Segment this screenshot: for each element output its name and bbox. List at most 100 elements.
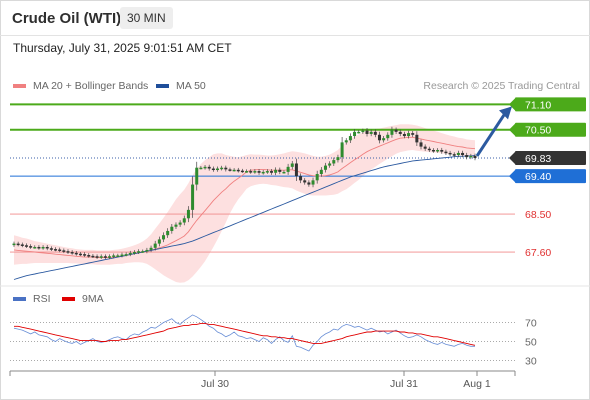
candle-body xyxy=(95,256,99,258)
candle-body xyxy=(124,254,128,256)
candle-body xyxy=(207,166,211,169)
candle-body xyxy=(436,149,440,152)
candle-body xyxy=(278,169,282,172)
level-label-69-83: 69.83 xyxy=(525,153,551,165)
candle-body xyxy=(382,138,386,141)
candle-body xyxy=(373,131,377,135)
candle-body xyxy=(186,209,190,219)
candle-body xyxy=(236,169,240,172)
candle-body xyxy=(328,163,332,166)
rsi-tick-70: 70 xyxy=(525,318,537,330)
rsi-tick-30: 30 xyxy=(525,356,537,368)
candle-body xyxy=(440,149,444,152)
candle-body xyxy=(78,253,82,256)
timeframe-button[interactable]: 30 MIN xyxy=(120,7,173,29)
candle-body xyxy=(70,252,74,254)
candle-body xyxy=(224,167,228,170)
candle-body xyxy=(340,142,344,158)
candle-body xyxy=(444,151,448,154)
candle-body xyxy=(137,251,141,253)
level-tag-69-83 xyxy=(515,150,586,165)
candle-body xyxy=(274,169,278,173)
rsi-swatch xyxy=(13,297,26,302)
candle-body xyxy=(344,140,348,143)
candle-body xyxy=(12,243,16,246)
candle-body xyxy=(269,171,273,173)
candle-body xyxy=(282,171,286,174)
candle-body xyxy=(45,246,49,249)
candle-body xyxy=(323,165,327,170)
candle-body xyxy=(427,148,431,151)
x-tick-label-2: Aug 1 xyxy=(463,378,491,390)
candle-body xyxy=(228,169,232,171)
candle-body xyxy=(290,163,294,167)
candle-body xyxy=(49,248,53,250)
candle-body xyxy=(120,254,124,257)
candle-body xyxy=(191,184,195,210)
candle-body xyxy=(265,171,269,173)
x-tick-label-0: Jul 30 xyxy=(201,378,229,390)
candle-body xyxy=(332,160,336,164)
level-label-71-10: 71.10 xyxy=(525,99,551,111)
level-label-70-50: 70.50 xyxy=(525,125,551,137)
candle-body xyxy=(245,171,249,173)
candle-body xyxy=(423,146,427,149)
level-tag-pointer xyxy=(509,98,515,111)
candle-body xyxy=(195,167,199,185)
candle-body xyxy=(407,133,411,137)
candle-body xyxy=(83,254,87,256)
candle-body xyxy=(203,166,207,169)
candle-body xyxy=(112,255,116,257)
candle-body xyxy=(24,245,28,247)
candle-body xyxy=(216,168,220,171)
candle-body xyxy=(132,252,136,254)
legend-ma50: MA 50 xyxy=(156,80,206,92)
candle-body xyxy=(157,239,161,244)
rsi-9ma-line xyxy=(14,322,476,346)
candle-body xyxy=(116,255,120,257)
candle-body xyxy=(398,131,402,134)
candle-body xyxy=(58,249,62,252)
candle-body xyxy=(91,255,95,258)
candle-body xyxy=(402,133,406,137)
candle-body xyxy=(37,246,41,249)
candle-body xyxy=(461,152,465,156)
candle-body xyxy=(87,254,91,257)
candle-body xyxy=(315,174,319,181)
level-label-67-60: 67.60 xyxy=(525,247,551,259)
candle-body xyxy=(240,170,244,173)
candle-body xyxy=(108,256,112,258)
candles xyxy=(12,126,477,260)
candle-body xyxy=(41,246,45,249)
level-tag-pointer xyxy=(509,170,515,183)
level-tag-pointer xyxy=(509,151,515,164)
candle-body xyxy=(361,130,365,133)
candle-body xyxy=(369,131,373,134)
level-tag-70-50 xyxy=(515,122,586,137)
candle-body xyxy=(307,182,311,185)
candle-body xyxy=(299,176,303,181)
candle-body xyxy=(377,134,381,141)
legend-ma20-label: MA 20 + Bollinger Bands xyxy=(33,80,149,92)
candle-body xyxy=(390,129,394,135)
candle-body xyxy=(452,154,456,156)
candle-body xyxy=(353,131,357,137)
ma50-swatch xyxy=(156,84,169,89)
candle-body xyxy=(431,149,435,152)
level-label-68-50: 68.50 xyxy=(525,209,551,221)
bollinger-band xyxy=(14,124,475,283)
candle-body xyxy=(182,218,186,223)
9ma-swatch xyxy=(62,297,75,302)
candle-body xyxy=(419,142,423,147)
candle-body xyxy=(99,256,103,258)
candle-body xyxy=(103,256,107,258)
candle-body xyxy=(473,155,477,158)
candle-body xyxy=(249,171,253,173)
candle-body xyxy=(365,130,369,134)
candle-body xyxy=(294,163,298,177)
legend-ma20: MA 20 + Bollinger Bands xyxy=(13,80,148,92)
x-tick-label-1: Jul 31 xyxy=(390,378,418,390)
rsi-line xyxy=(13,314,475,352)
candle-body xyxy=(469,155,473,158)
